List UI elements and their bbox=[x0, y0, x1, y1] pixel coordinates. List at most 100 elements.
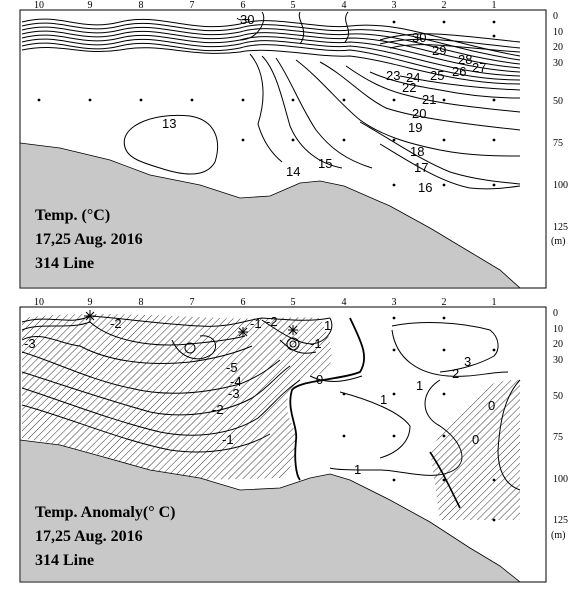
station-label: 10 bbox=[34, 0, 44, 11]
anomaly-station-labels: 10 9 8 7 6 5 4 3 2 1 bbox=[34, 297, 497, 308]
contour-label: 25 bbox=[430, 68, 444, 83]
station-label: 4 bbox=[342, 0, 347, 11]
contour-label: 30 bbox=[412, 30, 426, 45]
anomaly-seafloor bbox=[19, 439, 522, 583]
anomaly-node-markers bbox=[84, 310, 300, 354]
contour-label: 16 bbox=[418, 180, 432, 195]
title-line: 314 Line bbox=[35, 255, 94, 272]
station-label: 9 bbox=[88, 0, 93, 11]
contour-label: -4 bbox=[230, 374, 242, 389]
contour-label: 0 bbox=[316, 372, 323, 387]
contour-label: 29 bbox=[432, 43, 446, 58]
station-label: 1 bbox=[492, 0, 497, 11]
station-label: 5 bbox=[291, 297, 296, 308]
depth-label: 50 bbox=[553, 96, 563, 107]
anomaly-station-dots bbox=[342, 316, 496, 522]
contour-label: 1 bbox=[324, 318, 331, 333]
contour-label: 22 bbox=[402, 80, 416, 95]
contour-label: 27 bbox=[472, 60, 486, 75]
station-label: 10 bbox=[34, 297, 44, 308]
temp-title: Temp. (°C) 17,25 Aug. 2016 314 Line bbox=[35, 207, 143, 272]
temp-isotherms bbox=[249, 53, 521, 190]
contour-label: 3 bbox=[464, 354, 471, 369]
contour-13-loop bbox=[123, 114, 219, 175]
temp-station-dots bbox=[37, 20, 496, 187]
depth-label: 30 bbox=[553, 355, 563, 366]
depth-label: 10 bbox=[553, 324, 563, 335]
contour-label: -2 bbox=[212, 402, 224, 417]
anomaly-panel: 10 9 8 7 6 5 4 3 2 1 0 10 20 30 50 75 10… bbox=[19, 297, 568, 583]
station-label: 3 bbox=[392, 0, 397, 11]
temp-seafloor bbox=[19, 142, 522, 289]
contour-label: 19 bbox=[408, 120, 422, 135]
contour-label: 15 bbox=[318, 156, 332, 171]
contour-label: 2 bbox=[452, 366, 459, 381]
contour-label: -2 bbox=[266, 314, 278, 329]
temperature-panel: 10 9 8 7 6 5 4 3 2 1 0 10 20 30 50 75 10… bbox=[19, 0, 568, 289]
anomaly-contours bbox=[21, 315, 521, 509]
station-label: 6 bbox=[241, 0, 246, 11]
contour-label: 26 bbox=[452, 64, 466, 79]
contour-label: 1 bbox=[354, 462, 361, 477]
depth-label: 20 bbox=[553, 339, 563, 350]
station-label: 2 bbox=[442, 297, 447, 308]
contour-label: 18 bbox=[410, 144, 424, 159]
contour-label: 1 bbox=[380, 392, 387, 407]
anomaly-hatch-right bbox=[430, 380, 520, 520]
temp-thermocline-band bbox=[21, 11, 521, 85]
title-line: Temp. (°C) bbox=[35, 207, 110, 224]
contour-label: 13 bbox=[162, 116, 176, 131]
contour-label: -3 bbox=[228, 386, 240, 401]
contour-label: 30 bbox=[240, 12, 254, 27]
depth-label: 125 bbox=[553, 222, 568, 233]
contour-label: 20 bbox=[412, 106, 426, 121]
station-label: 3 bbox=[392, 297, 397, 308]
contour-label: 17 bbox=[414, 160, 428, 175]
contour-label: -2 bbox=[110, 316, 122, 331]
contour-label: 0 bbox=[472, 432, 479, 447]
temp-station-labels: 10 9 8 7 6 5 4 3 2 1 bbox=[34, 0, 497, 11]
contour-label: -3 bbox=[24, 336, 36, 351]
anomaly-contour-labels: -3 -2 -1 -5 -4 -3 -2 -1 -1 -2 1 0 3 2 1 … bbox=[24, 314, 495, 477]
contour-label: -1 bbox=[310, 336, 322, 351]
title-line: 17,25 Aug. 2016 bbox=[35, 528, 143, 545]
depth-label: 10 bbox=[553, 27, 563, 38]
depth-label: 0 bbox=[553, 308, 558, 319]
contour-label: 0 bbox=[488, 398, 495, 413]
contour-label: 28 bbox=[458, 52, 472, 67]
depth-label: 100 bbox=[553, 180, 568, 191]
station-label: 5 bbox=[291, 0, 296, 11]
anomaly-title: Temp. Anomaly(° C) 17,25 Aug. 2016 314 L… bbox=[35, 504, 175, 569]
depth-unit: (m) bbox=[551, 530, 565, 541]
title-line: 314 Line bbox=[35, 552, 94, 569]
depth-label: 125 bbox=[553, 515, 568, 526]
contour-label: 23 bbox=[386, 68, 400, 83]
station-label: 8 bbox=[139, 0, 144, 11]
depth-unit: (m) bbox=[551, 236, 565, 247]
station-label: 8 bbox=[139, 297, 144, 308]
station-label: 1 bbox=[492, 297, 497, 308]
temp-depth-labels: 0 10 20 30 50 75 100 125 (m) bbox=[551, 11, 568, 247]
station-label: 2 bbox=[442, 0, 447, 11]
depth-label: 75 bbox=[553, 432, 563, 443]
contour-label: 14 bbox=[286, 164, 300, 179]
station-label: 9 bbox=[88, 297, 93, 308]
anomaly-hatch-left bbox=[22, 313, 332, 480]
depth-label: 75 bbox=[553, 138, 563, 149]
title-line: Temp. Anomaly(° C) bbox=[35, 504, 175, 521]
contour-label: 1 bbox=[416, 378, 423, 393]
depth-label: 50 bbox=[553, 391, 563, 402]
contour-label: -5 bbox=[226, 360, 238, 375]
depth-label: 20 bbox=[553, 42, 563, 53]
contour-label: -1 bbox=[250, 316, 262, 331]
station-label: 7 bbox=[190, 297, 195, 308]
depth-label: 0 bbox=[553, 11, 558, 22]
temp-contour-labels: 30 30 29 28 27 26 25 24 23 22 21 20 19 1… bbox=[162, 12, 486, 195]
title-line: 17,25 Aug. 2016 bbox=[35, 231, 143, 248]
depth-label: 100 bbox=[553, 474, 568, 485]
station-label: 4 bbox=[342, 297, 347, 308]
station-label: 6 bbox=[241, 297, 246, 308]
depth-label: 30 bbox=[553, 58, 563, 69]
station-label: 7 bbox=[190, 0, 195, 11]
contour-label: -1 bbox=[222, 432, 234, 447]
